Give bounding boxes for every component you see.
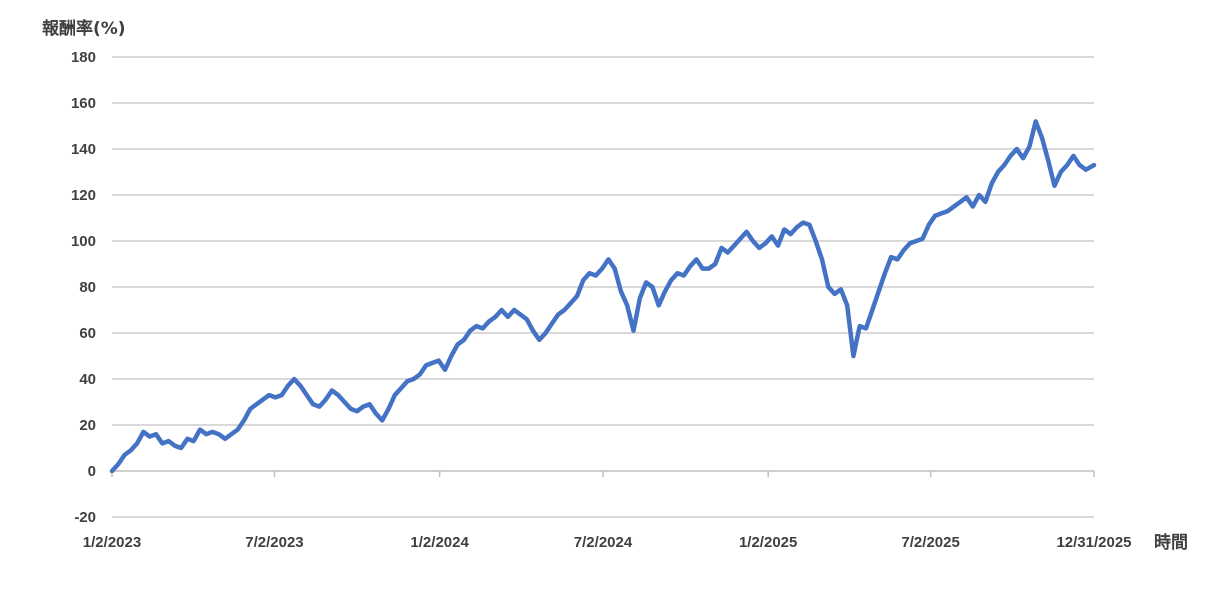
y-tick-label: 120 <box>71 187 96 204</box>
x-axis-title: 時間 <box>1154 533 1188 553</box>
y-axis-title: 報酬率(%) <box>42 19 126 39</box>
y-tick-label: 20 <box>79 417 96 434</box>
x-tick-label: 7/2/2023 <box>245 534 303 551</box>
y-tick-label: 160 <box>71 95 96 112</box>
y-tick-label: 40 <box>79 371 96 388</box>
y-tick-label: 180 <box>71 49 96 66</box>
x-axis-ticks: 1/2/2023 7/2/2023 1/2/2024 7/2/2024 1/2/2025… <box>83 471 1132 551</box>
series-line <box>109 119 1097 474</box>
y-tick-label: -20 <box>74 509 96 526</box>
x-tick-label: 1/2/2024 <box>410 534 469 551</box>
x-tick-label: 12/31/2025 <box>1056 534 1131 551</box>
y-axis-ticks: -20 0 20 40 60 80 100 120 140 160 180 <box>71 49 96 526</box>
x-tick-label: 1/2/2025 <box>739 534 797 551</box>
y-tick-label: 140 <box>71 141 96 158</box>
x-tick-label: 7/2/2024 <box>574 534 633 551</box>
gridlines <box>112 56 1094 518</box>
y-tick-label: 60 <box>79 325 96 342</box>
y-tick-label: 80 <box>79 279 96 296</box>
x-tick-label: 7/2/2025 <box>901 534 959 551</box>
y-tick-label: 100 <box>71 233 96 250</box>
x-tick-label: 1/2/2023 <box>83 534 141 551</box>
y-tick-label: 0 <box>88 463 96 480</box>
